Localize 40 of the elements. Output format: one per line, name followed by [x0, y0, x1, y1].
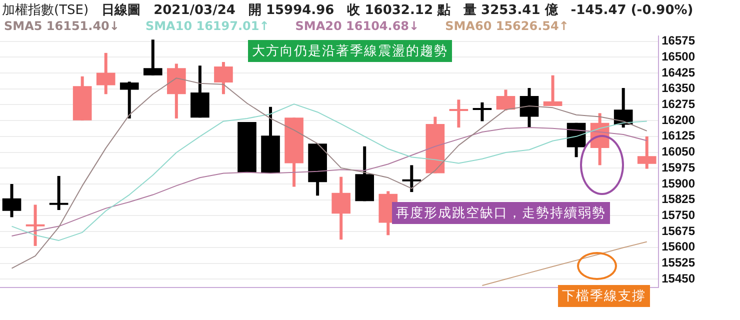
text: 下檔季線支撐	[558, 285, 650, 307]
candlestick	[520, 88, 539, 128]
candlestick	[143, 40, 162, 76]
y-tick-label: 15900	[662, 176, 696, 190]
y-tick-label: 16275	[662, 97, 696, 112]
text: SMA20 16104.68↓	[295, 19, 420, 33]
y-tick-label: 15825	[662, 192, 696, 206]
text: SMA10 16197.01↑	[145, 19, 270, 33]
candlestick	[214, 62, 233, 94]
candlestick	[543, 75, 562, 106]
chart-title: 加權指數(TSE)	[2, 3, 89, 18]
annotation: 大方向仍是沿著季線震盪的趨勢	[248, 40, 452, 62]
y-tick-label: 16350	[662, 81, 696, 96]
candlestick	[402, 165, 422, 192]
candlestick	[26, 204, 45, 246]
y-tick-label: 16050	[662, 144, 696, 159]
candlestick	[120, 82, 139, 118]
y-tick-label: 16200	[662, 112, 696, 127]
candlestick	[49, 176, 68, 210]
text: SMA5 16151.40↓	[4, 19, 120, 33]
y-tick-label: 16575	[662, 34, 696, 48]
y-tick-label: 16125	[662, 128, 696, 143]
candlestick	[472, 102, 492, 122]
text: SMA60 15626.54↑	[445, 19, 569, 33]
y-tick-label: 16425	[662, 65, 696, 80]
y-tick-label: 15750	[662, 208, 696, 222]
candlestick	[96, 52, 116, 94]
candlestick	[637, 136, 656, 169]
candlestick	[496, 90, 516, 110]
candlestick	[449, 100, 468, 128]
chart-subtitle: 日線圖 2021/03/24 開 15994.96 收 16032.12 點 量 3253.41 億 -145.47 (-0.90%)	[100, 3, 694, 18]
y-tick-label: 16500	[662, 49, 696, 64]
y-tick-label: 15600	[662, 240, 696, 254]
candlestick	[2, 184, 22, 218]
y-tick-label: 15675	[662, 224, 696, 238]
y-tick-label: 15975	[662, 160, 696, 174]
candlestick	[332, 176, 350, 240]
annotation: 再度形成跳空缺口，走勢持續弱勢	[392, 202, 610, 224]
y-tick-label: 15525	[662, 256, 696, 270]
y-tick-label: 15450	[662, 271, 696, 286]
